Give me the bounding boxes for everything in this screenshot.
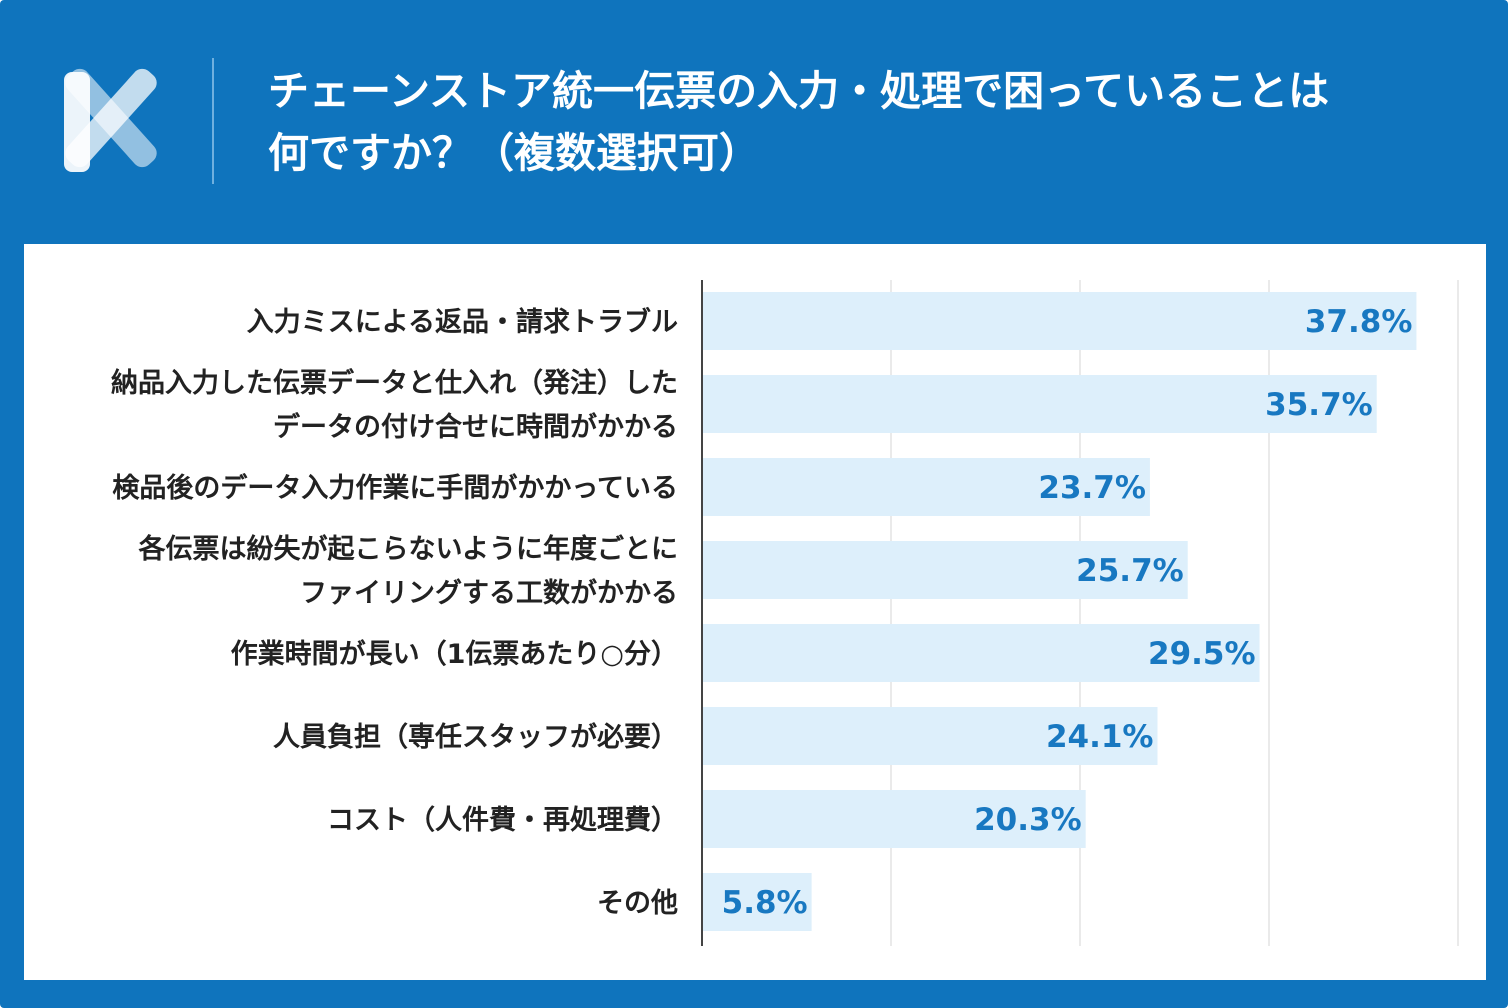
bar [702, 873, 812, 931]
chart-panel: 37.8% 入力ミスによる返品・請求トラブル 35.7% 納品入力した伝票データと仕入… [24, 244, 1486, 980]
category-label: その他 [597, 888, 678, 919]
bar [702, 375, 1377, 433]
bar [702, 292, 1417, 350]
category-label: 作業時間が長い（1伝票あたり○分） [231, 638, 678, 670]
bar [702, 541, 1188, 599]
data-label: 35.7% [1265, 387, 1373, 423]
category-label: 各伝票は紛失が起こらないように年度ごとに [138, 533, 678, 565]
category-label: 人員負担（専任スタッフが必要） [273, 721, 678, 753]
category-label: データの付け合せに時間がかかる [273, 411, 678, 443]
chart-title-line-1: チェーンストア統一伝票の入力・処理で困っていることは [268, 67, 1330, 115]
bar [702, 624, 1260, 682]
chart-title: チェーンストア統一伝票の入力・処理で困っていることは 何ですか？（複数選択可） [268, 60, 1468, 184]
data-label: 20.3% [974, 802, 1082, 838]
category-label: 入力ミスによる返品・請求トラブル [247, 306, 678, 338]
data-label: 25.7% [1076, 553, 1184, 589]
category-label: 検品後のデータ入力作業に手間がかかっている [112, 472, 678, 504]
data-label: 37.8% [1305, 304, 1413, 340]
category-label: 納品入力した伝票データと仕入れ（発注）した [111, 367, 678, 399]
category-label: ファイリングする工数がかかる [300, 577, 678, 609]
bar [702, 707, 1158, 765]
data-label: 29.5% [1148, 636, 1256, 672]
chart-title-line-2: 何ですか？（複数選択可） [268, 129, 760, 177]
header-divider [212, 58, 214, 184]
data-label: 5.8% [722, 885, 808, 921]
bar-chart: 37.8% 入力ミスによる返品・請求トラブル 35.7% 納品入力した伝票データと仕入… [111, 280, 1459, 946]
data-label: 24.1% [1046, 719, 1154, 755]
category-label: コスト（人件費・再処理費） [327, 804, 678, 836]
x-logo-icon [64, 68, 157, 172]
chart-header: チェーンストア統一伝票の入力・処理で困っていることは 何ですか？（複数選択可） [0, 0, 1508, 240]
bar [702, 790, 1086, 848]
bar [702, 458, 1150, 516]
data-label: 23.7% [1038, 470, 1146, 506]
